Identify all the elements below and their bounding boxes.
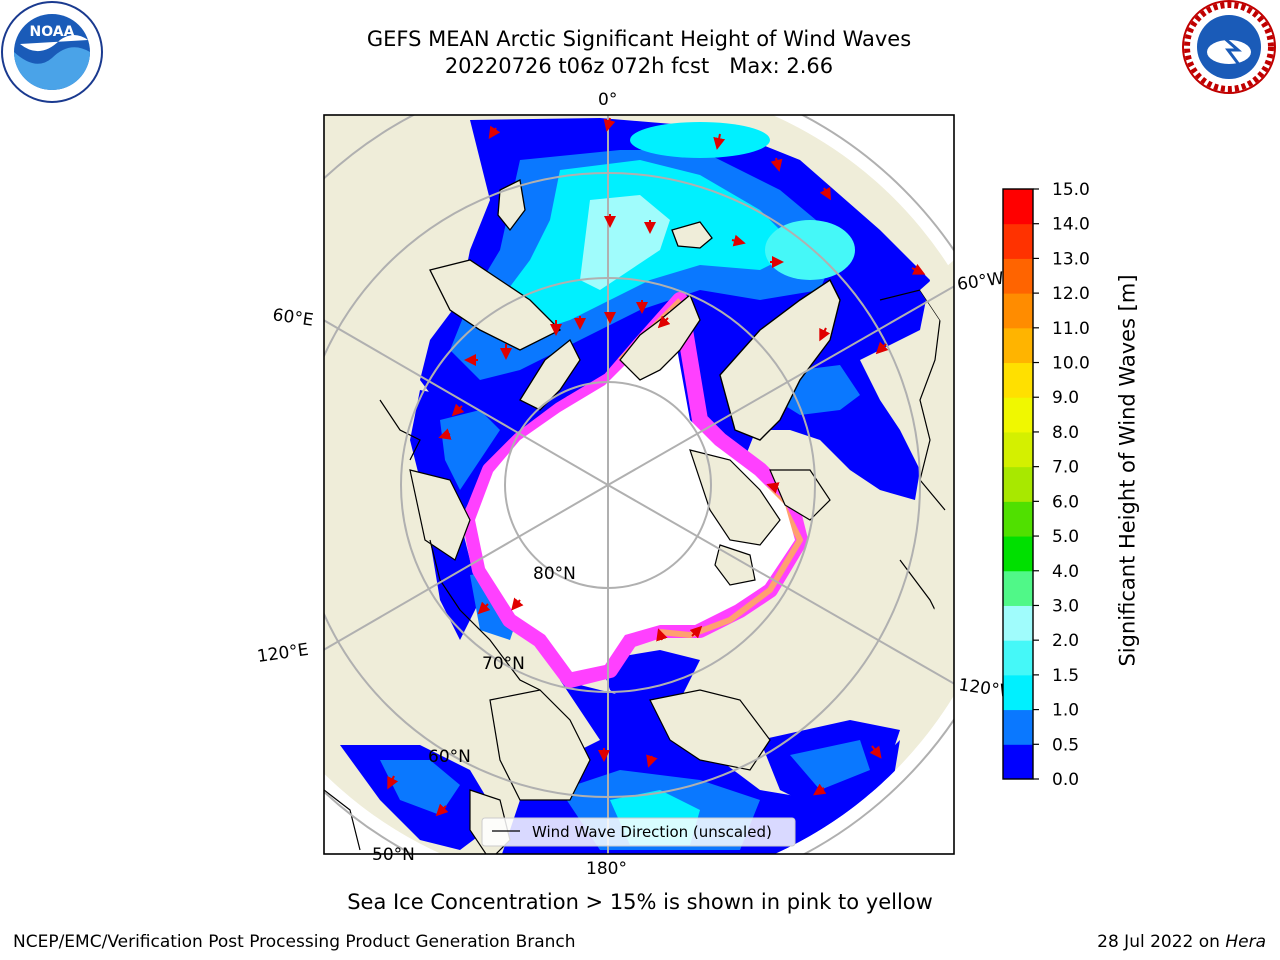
colorbar-title: Significant Height of Wind Waves [m] <box>1115 274 1140 667</box>
colorbar-swatch <box>1003 189 1033 225</box>
legend-label: Wind Wave Direction (unscaled) <box>532 823 772 841</box>
colorbar-swatch <box>1003 362 1033 398</box>
colorbar-tick-label: 2.0 <box>1052 631 1079 651</box>
colorbar-tick-label: 3.0 <box>1052 596 1079 616</box>
title-line-1: GEFS MEAN Arctic Significant Height of W… <box>366 27 912 51</box>
colorbar-tick-label: 7.0 <box>1052 458 1079 478</box>
label-60w: 60°W <box>956 269 1005 295</box>
label-60e: 60°E <box>271 305 314 330</box>
label-50n: 50°N <box>372 845 415 865</box>
colorbar-swatch <box>1003 397 1033 433</box>
noaa-logo: NOAA <box>1 1 103 103</box>
colorbar-tick-label: 1.0 <box>1052 701 1079 721</box>
label-180: 180° <box>586 859 627 879</box>
label-120e: 120°E <box>256 640 310 667</box>
hudson-coast <box>879 289 946 511</box>
footer-host: Hera <box>1225 932 1266 952</box>
colorbar-swatch <box>1003 709 1033 745</box>
arrow-legend: Wind Wave Direction (unscaled) <box>481 817 796 847</box>
colorbar-tick-label: 13.0 <box>1052 249 1090 269</box>
colorbar-tick-label: 0.5 <box>1052 735 1079 755</box>
caption: Sea Ice Concentration > 15% is shown in … <box>347 890 933 914</box>
colorbar-swatch <box>1003 223 1033 259</box>
colorbar-tick-label: 8.0 <box>1052 423 1079 443</box>
colorbar-swatch <box>1003 536 1033 572</box>
colorbar-swatch <box>1003 640 1033 676</box>
canadian-archipelago <box>689 449 781 546</box>
colorbar-tick-label: 6.0 <box>1052 492 1079 512</box>
chukotka <box>489 689 591 801</box>
colorbar-swatch <box>1003 744 1033 780</box>
svg-text:NOAA: NOAA <box>30 24 75 40</box>
taymyr <box>409 469 471 561</box>
ocean-atlantic-peak <box>580 195 670 290</box>
colorbar-swatch <box>1003 431 1033 468</box>
colorbar-swatch <box>1003 501 1033 537</box>
colorbar: 0.0 0.5 1.0 1.5 2.0 3.0 4.0 5.0 6.0 7.0 8.0 9.0 10.0… <box>1002 180 1090 790</box>
label-70n: 70°N <box>482 654 525 674</box>
colorbar-tick-label: 5.0 <box>1052 527 1079 547</box>
colorbar-tick-label: 10.0 <box>1052 354 1090 374</box>
colorbar-swatch <box>1003 258 1033 294</box>
label-80n: 80°N <box>533 564 576 584</box>
colorbar-swatch <box>1003 293 1033 329</box>
colorbar-swatch <box>1003 570 1033 606</box>
iceland <box>671 221 713 249</box>
colorbar-tick-label: 11.0 <box>1052 319 1090 339</box>
footer-left: NCEP/EMC/Verification Post Processing Pr… <box>13 932 576 952</box>
colorbar-border <box>1002 188 1034 780</box>
title-line-2: 20220726 t06z 072h fcst Max: 2.66 <box>444 54 834 78</box>
nws-logo <box>1182 0 1276 94</box>
map-area <box>324 115 954 854</box>
alaska <box>649 689 771 771</box>
novaya-zemlya <box>519 338 581 411</box>
footer-date: 28 Jul 2022 on <box>1097 932 1226 952</box>
colorbar-tick-label: 4.0 <box>1052 562 1079 582</box>
land-outside-left <box>324 115 475 380</box>
land-outside-right <box>920 260 954 340</box>
colorbar-swatch <box>1003 327 1033 364</box>
colorbar-swatch <box>1003 605 1033 641</box>
colorbar-tick-label: 14.0 <box>1052 215 1090 235</box>
colorbar-tick-label: 0.0 <box>1052 770 1079 790</box>
label-60n: 60°N <box>428 747 471 767</box>
asia-coast <box>379 399 421 461</box>
map-frame <box>323 114 955 855</box>
colorbar-swatch <box>1003 674 1033 711</box>
uk <box>497 179 526 232</box>
svalbard <box>619 293 701 381</box>
colorbar-tick-label: 12.0 <box>1052 284 1090 304</box>
sea-ice <box>475 310 795 672</box>
footer-right: 28 Jul 2022 on Hera <box>1097 932 1266 952</box>
colorbar-tick-label: 15.0 <box>1052 180 1090 200</box>
colorbar-tick-label: 1.5 <box>1052 666 1079 686</box>
label-0: 0° <box>598 90 617 110</box>
colorbar-tick-label: 9.0 <box>1052 388 1079 408</box>
wind-wave-arrows <box>387 117 926 817</box>
colorbar-swatch <box>1003 466 1033 502</box>
